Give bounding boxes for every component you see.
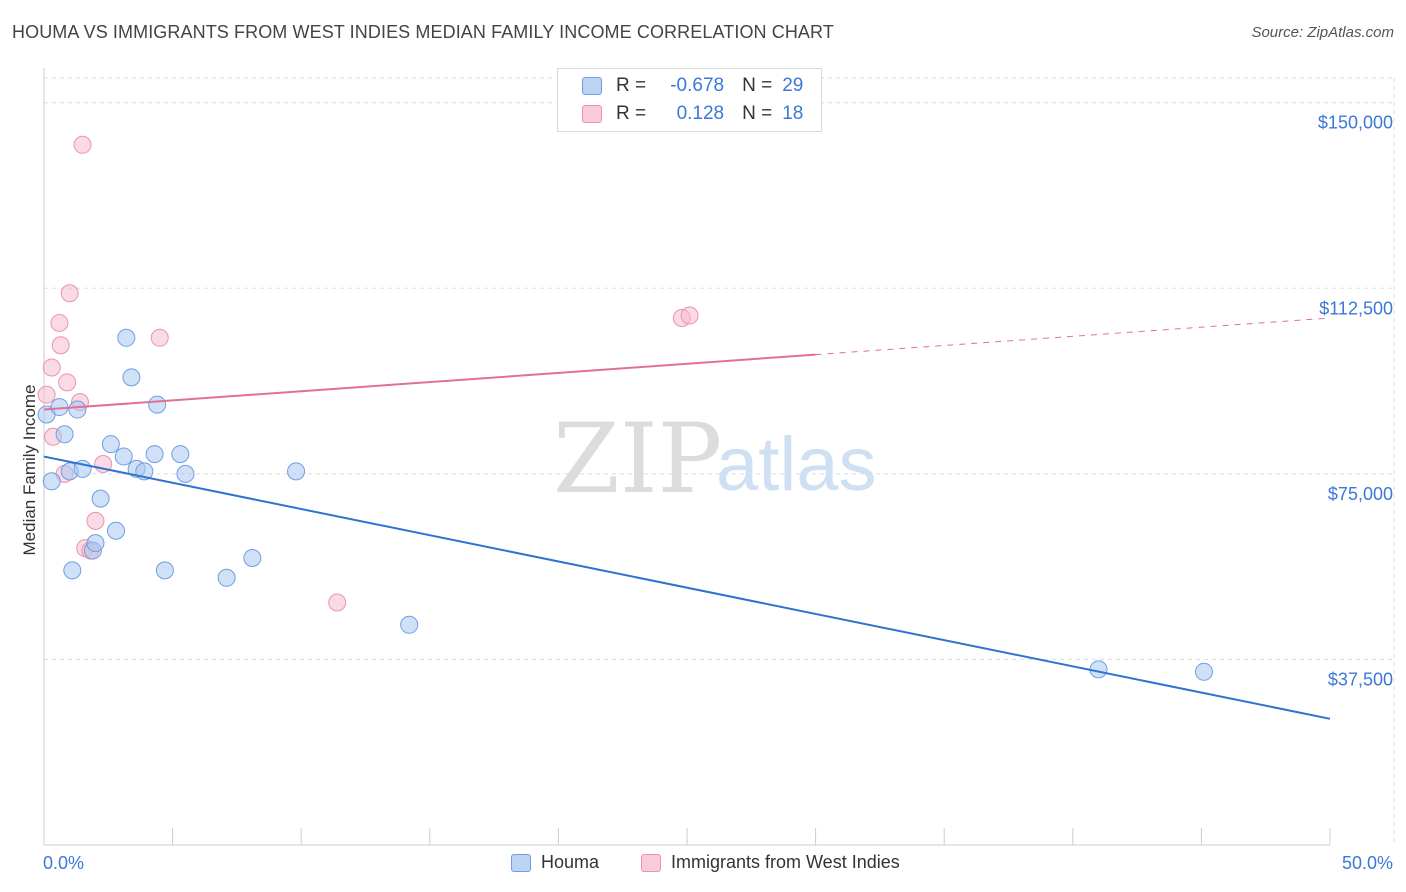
west-indies-point <box>328 593 347 612</box>
west-indies-trend-extension <box>815 317 1331 356</box>
houma-point <box>1194 662 1213 681</box>
watermark: ZIP atlas <box>553 403 877 515</box>
west-indies-trend-line <box>43 353 816 411</box>
r-label: R = <box>616 103 647 124</box>
y-tick-label: $112,500 <box>1319 298 1393 318</box>
series-houma-points <box>37 328 1213 681</box>
west-indies-point <box>37 385 56 404</box>
y-tick-label: $75,000 <box>1328 484 1393 504</box>
chart-title: HOUMA VS IMMIGRANTS FROM WEST INDIES MED… <box>12 22 834 42</box>
houma-point <box>287 462 306 481</box>
x-tick-labels: 0.0% 50.0% <box>43 853 1393 873</box>
houma-point <box>68 400 87 419</box>
bottom-legend-west-indies: Immigrants from West Indies <box>641 852 900 873</box>
west-indies-point <box>58 373 77 392</box>
houma-point <box>122 368 141 387</box>
x-tick-label: 0.0% <box>43 853 84 873</box>
houma-point <box>171 445 190 464</box>
legend-row-houma: R = -0.678 N = 29 <box>582 74 803 98</box>
houma-point <box>217 568 236 587</box>
west-indies-swatch <box>582 105 602 123</box>
y-tick-label: $37,500 <box>1328 669 1393 689</box>
west-indies-swatch <box>641 853 661 872</box>
houma-point <box>107 521 126 540</box>
r-label: R = <box>616 75 647 96</box>
houma-point <box>148 395 167 414</box>
west-indies-point <box>150 328 169 347</box>
houma-trend-line <box>43 455 1331 720</box>
chart-source: Source: ZipAtlas.com <box>1251 24 1394 41</box>
houma-point <box>176 464 195 483</box>
west-indies-point <box>86 511 105 530</box>
y-tick-label: $150,000 <box>1318 113 1393 133</box>
bottom-legend-west-indies-label: Immigrants from West Indies <box>671 852 900 872</box>
west-indies-point <box>42 358 61 377</box>
houma-point <box>63 561 82 580</box>
watermark-atlas: atlas <box>716 422 877 507</box>
y-tick-labels: $37,500 $75,000 $112,500 $150,000 <box>1318 113 1393 690</box>
n-value: 29 <box>782 75 804 96</box>
houma-point <box>91 489 110 508</box>
n-label: N = <box>742 103 773 124</box>
houma-point <box>400 615 419 634</box>
r-value: -0.678 <box>670 75 725 96</box>
houma-point <box>114 447 133 466</box>
n-label: N = <box>742 75 773 96</box>
legend-row-west-indies: R = 0.128 N = 18 <box>582 102 803 126</box>
houma-point <box>55 425 74 444</box>
west-indies-point <box>51 336 70 355</box>
y-axis-label: Median Family Income <box>20 384 39 555</box>
houma-point <box>117 328 136 347</box>
west-indies-point <box>60 284 79 303</box>
west-indies-point <box>73 135 92 154</box>
watermark-zip: ZIP <box>553 403 722 515</box>
houma-swatch <box>582 77 602 95</box>
axes <box>43 68 1331 846</box>
r-value: 0.128 <box>676 103 725 124</box>
houma-swatch <box>511 853 531 872</box>
houma-point <box>86 534 105 553</box>
houma-point <box>101 435 120 454</box>
houma-point <box>155 561 174 580</box>
west-indies-point <box>680 306 699 325</box>
bottom-legend-houma-label: Houma <box>541 852 600 872</box>
n-value: 18 <box>782 103 804 124</box>
houma-point <box>42 472 61 491</box>
houma-point <box>1089 660 1108 679</box>
x-tick-label: 50.0% <box>1342 853 1393 873</box>
houma-point <box>243 548 262 567</box>
houma-point <box>145 445 164 464</box>
bottom-legend-houma: Houma <box>511 852 599 873</box>
stats-legend: R = -0.678 N = 29 R = 0.128 N = 18 <box>557 68 822 132</box>
west-indies-point <box>50 313 69 332</box>
trend-lines <box>43 317 1331 720</box>
